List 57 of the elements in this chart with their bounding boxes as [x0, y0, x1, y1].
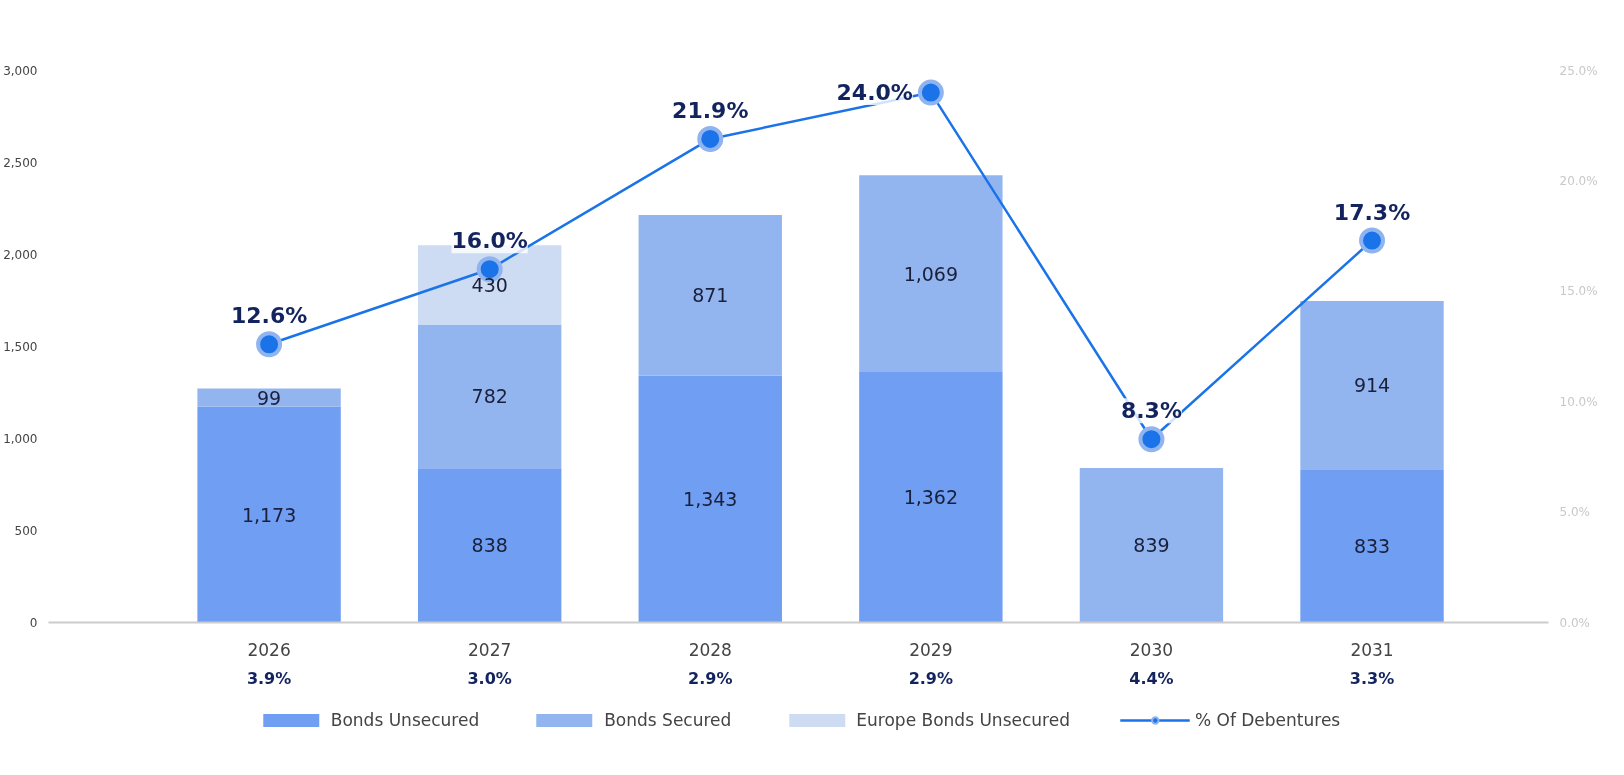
bar	[1300, 469, 1444, 623]
y-tick-label: 500	[14, 524, 38, 538]
bar	[638, 375, 782, 623]
bar	[197, 388, 341, 407]
bar	[1079, 468, 1224, 623]
data-label: 839	[1133, 534, 1170, 557]
data-label: 914	[1353, 374, 1391, 397]
text: 4.4%	[1129, 668, 1174, 688]
x-tick-label: 2028	[688, 639, 732, 660]
y-tick-label: 0	[29, 616, 38, 630]
bar	[417, 324, 562, 469]
data-label: 1,069	[903, 262, 959, 285]
bar	[859, 175, 1003, 372]
data-label: 1,173	[241, 503, 297, 526]
data-label: 8.3%	[1120, 398, 1182, 424]
x-tick-label: 2031	[1350, 639, 1394, 660]
data-label: 1,362	[903, 486, 959, 509]
x-tick-label: 2030	[1129, 639, 1174, 660]
data-label: 833	[1353, 534, 1391, 557]
bar	[859, 371, 1003, 623]
data-label: 430	[471, 273, 508, 296]
text: 3.3%	[1349, 668, 1395, 688]
x-tick-label: 2029	[909, 639, 953, 660]
bar	[417, 468, 562, 623]
data-label: 782	[471, 385, 508, 408]
bar	[197, 406, 341, 623]
x-tick-label: 2027	[468, 639, 512, 660]
data-label: 838	[471, 534, 508, 557]
text: 2.9%	[688, 668, 733, 688]
y-tick-label: 2,500	[3, 156, 38, 170]
data-label: 871	[692, 284, 729, 307]
y-tick-label: 3,000	[3, 64, 38, 78]
bar	[638, 215, 782, 376]
data-label: 17.3%	[1333, 199, 1411, 225]
data-label: 16.0%	[451, 228, 528, 254]
data-label: 99	[257, 386, 282, 409]
bar	[1300, 301, 1444, 470]
x-tick-label: 2026	[247, 639, 291, 660]
legend-label: % Of Debentures	[1194, 710, 1341, 730]
legend-label: Bonds Unsecured	[330, 710, 480, 730]
text: 3.9%	[246, 668, 292, 688]
y-tick-label: 1,500	[3, 340, 38, 354]
text: 3.0%	[467, 668, 512, 688]
point	[917, 79, 944, 106]
point	[1138, 426, 1165, 453]
y-tick-label: 1,000	[3, 432, 38, 446]
point	[1359, 227, 1386, 254]
data-label: 24.0%	[836, 80, 913, 106]
text: 2.9%	[908, 668, 954, 688]
legend-label: Europe Bonds Unsecured	[856, 710, 1070, 730]
data-label: 1,343	[683, 487, 738, 510]
data-label: 21.9%	[672, 97, 749, 123]
legend-label: Bonds Secured	[604, 710, 732, 730]
point	[697, 125, 724, 152]
y-tick-label: 2,000	[3, 248, 38, 262]
point	[256, 331, 283, 358]
data-label: 12.6%	[230, 303, 308, 329]
